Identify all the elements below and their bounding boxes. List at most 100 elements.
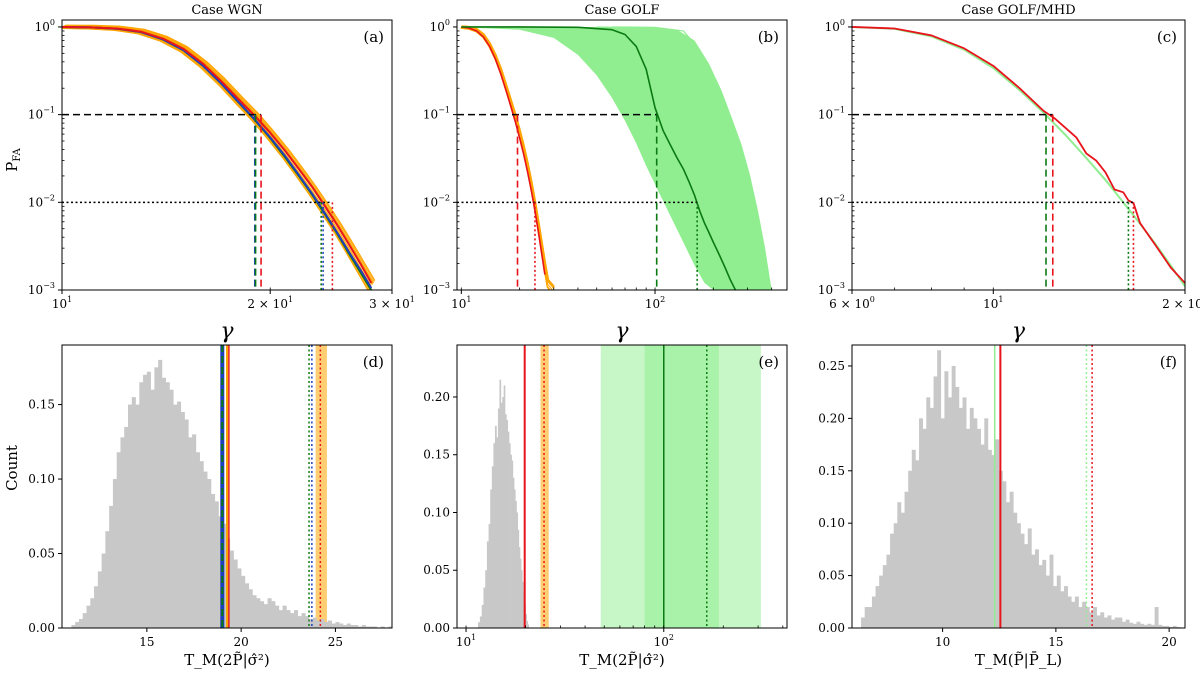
hist-bar — [324, 622, 329, 628]
y-tick-label-base: 10 — [28, 283, 43, 297]
y-tick-label: 0.15 — [28, 398, 55, 412]
hist-bar — [354, 625, 359, 628]
hist-bar — [515, 500, 517, 628]
hist-bar — [112, 479, 117, 628]
curve-simulations-11 — [461, 25, 555, 288]
hist-bar — [1006, 502, 1010, 628]
hist-bar — [911, 449, 916, 628]
plot-area — [861, 345, 1181, 628]
hist-bar — [915, 460, 920, 628]
hist-bar — [120, 437, 125, 628]
ylabel-bottom: Count — [3, 445, 21, 491]
x-tick-label: 101 — [456, 633, 476, 649]
axes-frame — [61, 344, 393, 629]
x-tick-label-exp: 0 — [870, 295, 875, 304]
hist-bar — [244, 583, 249, 628]
hist-bar — [904, 491, 909, 628]
panel-label: (d) — [363, 353, 384, 371]
span-1 — [644, 345, 719, 628]
x-tick-label-base: 10 — [645, 297, 660, 311]
hist-bar — [267, 598, 272, 628]
hist-bar — [951, 365, 956, 628]
hist-bar — [1074, 596, 1079, 628]
hist-bar — [929, 407, 934, 628]
hist-bar — [233, 559, 238, 628]
hist-bar — [226, 538, 231, 628]
hist-bar — [522, 581, 524, 628]
hist-bar — [1027, 528, 1032, 628]
y-tick-label-base: 10 — [423, 283, 438, 297]
hist-bar — [890, 533, 894, 628]
curve-simulations-9 — [461, 26, 555, 290]
hist-bar — [505, 414, 507, 628]
curve-sim-light-2 — [596, 26, 757, 290]
y-tick-label-exp: −3 — [438, 281, 450, 290]
hist-bar — [286, 610, 291, 628]
x-tick-label: 101 — [983, 295, 1003, 311]
hist-bar — [210, 493, 216, 628]
hist-bar — [165, 382, 170, 628]
curve-simulations-8 — [460, 27, 551, 290]
plot-area — [62, 24, 376, 290]
curve-simulations-5 — [62, 26, 371, 288]
y-tick-label-exp: −1 — [833, 106, 845, 115]
hist-bar — [933, 376, 938, 628]
hist-bar — [1172, 625, 1177, 628]
hist-bar — [90, 598, 95, 628]
hist-bar — [1067, 596, 1072, 628]
y-tick-label-exp: −3 — [43, 281, 55, 290]
hist-bar — [1093, 607, 1097, 628]
hist-bar — [380, 626, 385, 628]
curve-simulations-7 — [460, 27, 551, 290]
y-tick-label-base: 10 — [423, 195, 438, 209]
x-tick-label: 15 — [1048, 635, 1063, 649]
x-tick-label-exp: 2 — [669, 633, 674, 642]
histogram — [861, 350, 1181, 628]
y-tick-label: 0.00 — [28, 621, 55, 635]
hist-bar — [486, 541, 489, 628]
y-tick-label-exp: −1 — [438, 106, 450, 115]
y-tick-label: 10−3 — [423, 281, 450, 297]
y-tick-label: 0.20 — [423, 390, 450, 404]
x-tick-label-base: 3 × 10 — [369, 297, 410, 311]
hist-bar — [263, 604, 268, 628]
hist-bar — [525, 614, 527, 628]
panel-f: 10 15 20 0.00 0.05 0.10 0.15 0.20 0.25 (f) T_M(P̃|… — [818, 344, 1186, 669]
hist-bar — [124, 426, 129, 628]
axes-frame — [456, 344, 788, 629]
y-tick-label-base: 0.10 — [818, 516, 845, 530]
y-tick-label-base: 10 — [423, 108, 438, 122]
curve-simulations-4 — [64, 25, 374, 283]
hist-bar — [1151, 624, 1155, 628]
panel-label: (c) — [1157, 28, 1177, 46]
hist-bar — [293, 610, 299, 628]
plot-area — [478, 345, 761, 628]
hist-bar — [1154, 607, 1159, 628]
hist-bar — [135, 404, 140, 628]
curve-simulations-9 — [65, 24, 375, 282]
y-tick-label: 0.10 — [28, 472, 55, 486]
axes-frame — [851, 19, 1186, 291]
hist-bar — [282, 605, 287, 628]
x-tick-label: 102 — [654, 633, 674, 649]
hist-bar — [116, 452, 121, 628]
x-tick-label-base: 15 — [1048, 635, 1063, 649]
hist-bar — [101, 553, 106, 628]
y-tick-label-base: 10 — [818, 283, 833, 297]
hist-bar — [305, 616, 310, 628]
hist-bar — [146, 371, 151, 628]
plot-area — [71, 345, 392, 628]
x-axis-label: γ — [1012, 319, 1026, 344]
y-tick-label: 10−3 — [28, 281, 55, 297]
x-tick-label: 101 — [451, 295, 471, 311]
hist-bar — [1031, 554, 1036, 628]
hist-bar — [173, 404, 178, 628]
x-tick-label-base: 10 — [935, 635, 950, 649]
hist-bar — [1129, 622, 1134, 628]
hist-bar — [97, 571, 102, 628]
x-tick-label: 20 — [234, 635, 249, 649]
hist-bar — [373, 626, 378, 628]
y-tick-label-exp: 0 — [445, 18, 450, 27]
hist-bar — [1016, 523, 1021, 628]
y-tick-label-base: 10 — [430, 20, 445, 34]
